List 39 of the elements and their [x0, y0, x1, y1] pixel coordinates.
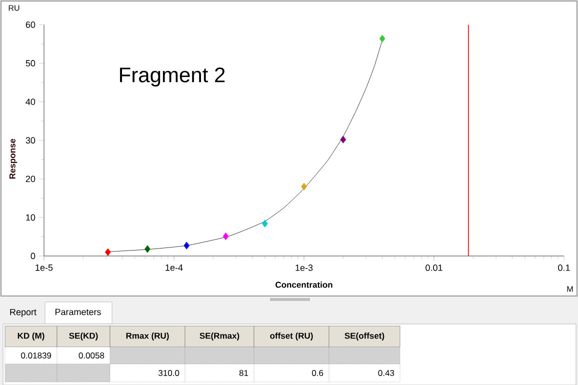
text: Report	[10, 308, 36, 317]
point	[379, 34, 386, 42]
x-axis-title: Concentration	[276, 281, 332, 288]
point	[340, 136, 346, 144]
text: SE(KD)	[69, 332, 98, 340]
y-tick-label: 30	[26, 137, 36, 144]
text: 81	[239, 370, 248, 376]
y-tick-label: 40	[26, 98, 36, 105]
text: RU	[8, 5, 20, 11]
text: 310.0	[158, 370, 180, 376]
text: M	[567, 286, 573, 292]
y-tick-label: 50	[26, 60, 36, 66]
x-tick-label: 0.1	[558, 264, 570, 271]
text: offset (RU)	[270, 332, 313, 340]
text: 0.01839	[21, 352, 52, 358]
text: SE(offset)	[344, 332, 384, 340]
x-tick-label: 1e-4	[166, 264, 183, 271]
x-tick-label: 1e-3	[296, 264, 313, 271]
text: SE(Rmax)	[200, 332, 240, 340]
point	[104, 248, 111, 256]
y-tick-label: 10	[26, 214, 36, 221]
y-axis-title: Response	[9, 138, 18, 178]
text: 0.43	[378, 370, 394, 376]
text: Fragment 2	[120, 67, 225, 86]
point	[301, 182, 307, 190]
y-tick-label: 60	[26, 21, 36, 28]
text: KD (M)	[18, 332, 44, 340]
x-tick-label: 0.01	[426, 264, 442, 271]
point	[144, 245, 150, 253]
text: 0.6	[312, 370, 324, 376]
text: Parameters	[55, 308, 101, 316]
text: Rmax (RU)	[126, 332, 169, 340]
y-tick-label: 0	[30, 252, 36, 260]
point	[262, 220, 268, 228]
text: 0.0058	[78, 352, 104, 358]
y-tick-label: 20	[26, 176, 36, 182]
x-tick-label: 1e-5	[36, 264, 53, 271]
point	[222, 232, 229, 240]
point	[184, 242, 190, 250]
